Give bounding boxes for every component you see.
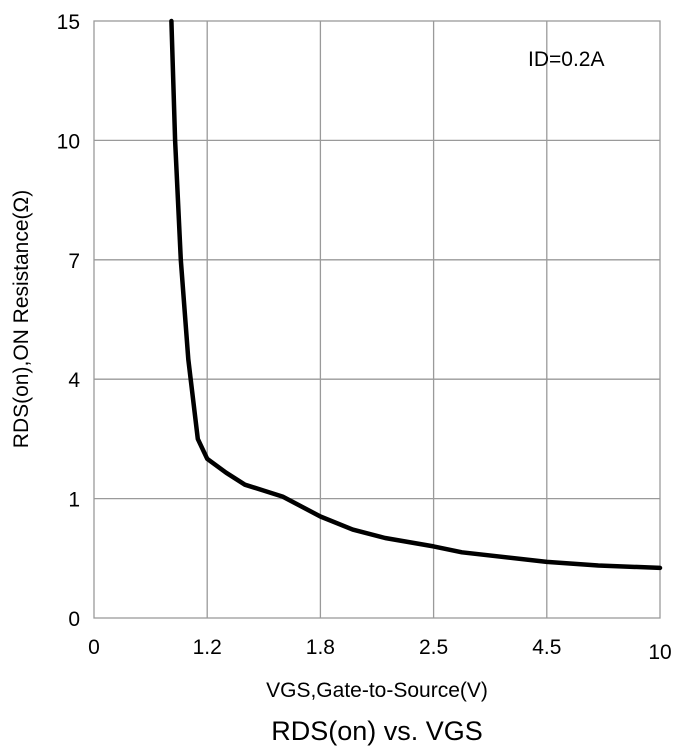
x-tick-label: 1.8: [306, 636, 335, 659]
y-tick-label: 0: [68, 608, 80, 631]
series-line: [169, 18, 663, 571]
x-tick-label: 1.2: [193, 636, 222, 659]
grid: [94, 21, 660, 618]
x-axis-ticks: 0 1.2 1.8 2.5 4.5 10: [88, 636, 672, 664]
y-axis-ticks: 0 1 4 7 10 15: [57, 11, 81, 631]
y-tick-label: 1: [68, 489, 80, 512]
y-tick-label: 15: [57, 11, 80, 34]
y-axis-label: RDS(on),ON Resistance(Ω): [10, 190, 33, 448]
chart-title: RDS(on) vs. VGS: [271, 716, 483, 746]
x-axis-label: VGS,Gate-to-Source(V): [266, 679, 488, 702]
y-tick-label: 4: [68, 369, 80, 392]
annotation: ID=0.2A: [528, 48, 604, 71]
x-tick-label: 10: [648, 641, 671, 664]
x-tick-label: 2.5: [419, 636, 448, 659]
x-tick-label: 4.5: [532, 636, 561, 659]
y-tick-label: 7: [68, 250, 80, 273]
x-tick-label: 0: [88, 636, 100, 659]
y-tick-label: 10: [57, 130, 80, 153]
plot-frame: [93, 20, 661, 619]
